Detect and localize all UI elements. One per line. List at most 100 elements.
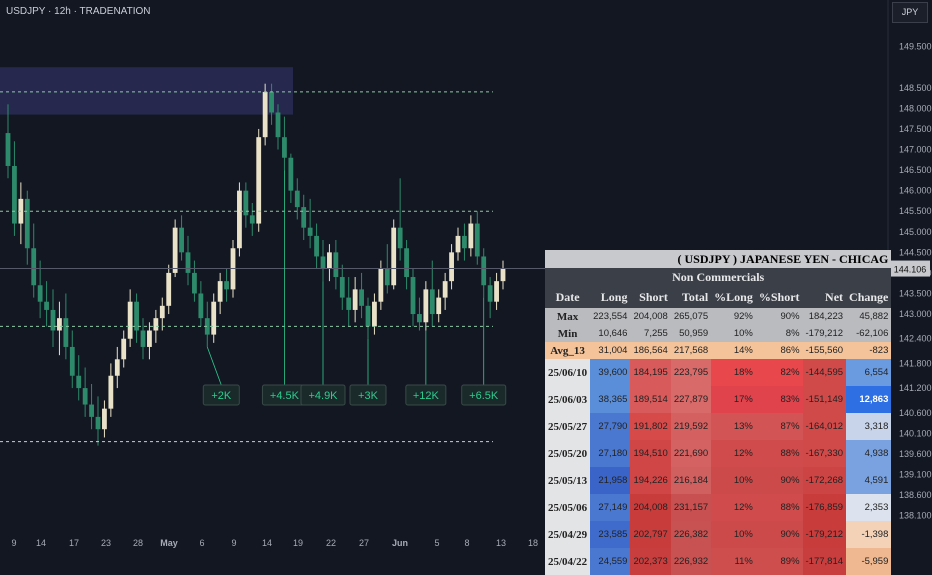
stat-cell: 90% bbox=[755, 308, 803, 325]
x-tick-label: Jun bbox=[392, 538, 408, 548]
candle-body bbox=[494, 281, 499, 302]
candle-body bbox=[468, 223, 474, 249]
candle-body bbox=[449, 252, 454, 282]
table-row: 25/05/20 27,180 194,510 221,690 12% 88% -167,3… bbox=[545, 440, 892, 467]
y-tick-label: 138.600 bbox=[899, 490, 932, 500]
table-cell: 231,157 bbox=[670, 494, 712, 521]
y-tick-label: 147.500 bbox=[899, 124, 932, 134]
candle-body bbox=[442, 281, 448, 298]
stat-cell: 10% bbox=[711, 325, 756, 342]
column-header: Change bbox=[846, 286, 892, 308]
column-header: Long bbox=[590, 286, 631, 308]
table-cell: -144,595 bbox=[802, 359, 847, 386]
y-tick-label: 143.500 bbox=[899, 288, 932, 298]
candle-body bbox=[134, 301, 139, 331]
candle-body bbox=[269, 91, 274, 113]
table-cell: 6,554 bbox=[846, 359, 892, 386]
candle-body bbox=[24, 198, 30, 249]
table-cell: 2,353 bbox=[846, 494, 892, 521]
candle-body bbox=[76, 375, 82, 389]
table-row: 25/05/13 21,958 194,226 216,184 10% 90% -172,2… bbox=[545, 467, 892, 494]
candle-body bbox=[275, 112, 281, 138]
x-tick-label: 27 bbox=[359, 538, 369, 548]
table-cell: 27,180 bbox=[590, 440, 631, 467]
candle-body bbox=[121, 338, 127, 360]
table-cell: 4,938 bbox=[846, 440, 892, 467]
table-cell: 11% bbox=[711, 548, 756, 575]
stat-cell: 265,075 bbox=[670, 308, 712, 325]
x-tick-label: 28 bbox=[133, 538, 143, 548]
currency-button[interactable]: JPY bbox=[892, 2, 928, 23]
column-header: %Long bbox=[711, 286, 756, 308]
table-cell: -172,268 bbox=[802, 467, 847, 494]
table-cell: 3,318 bbox=[846, 413, 892, 440]
x-tick-label: 9 bbox=[231, 538, 236, 548]
table-cell: 18% bbox=[711, 359, 756, 386]
candle-body bbox=[391, 227, 397, 286]
candle-body bbox=[63, 318, 69, 347]
stat-cell: -155,560 bbox=[802, 342, 847, 359]
candle-body bbox=[217, 281, 223, 302]
column-header: %Short bbox=[755, 286, 803, 308]
candle-body bbox=[352, 289, 358, 310]
candle-body bbox=[147, 330, 152, 347]
y-tick-label: 142.400 bbox=[899, 334, 932, 344]
x-tick-label: 8 bbox=[464, 538, 469, 548]
table-cell: 221,690 bbox=[670, 440, 712, 467]
table-cell: 23,585 bbox=[590, 521, 631, 548]
stat-cell: -823 bbox=[846, 342, 892, 359]
candle-body bbox=[417, 314, 422, 323]
candle-body bbox=[192, 272, 197, 294]
table-cell: 184,195 bbox=[630, 359, 671, 386]
row-date: 25/04/29 bbox=[545, 521, 591, 548]
stat-cell: 31,004 bbox=[590, 342, 631, 359]
table-cell: 24,559 bbox=[590, 548, 631, 575]
column-header: Total bbox=[670, 286, 712, 308]
y-tick-label: 139.100 bbox=[899, 469, 932, 479]
column-header: Date bbox=[545, 286, 591, 308]
candle-body bbox=[282, 137, 287, 158]
x-tick-label: 14 bbox=[262, 538, 272, 548]
table-title: ( USDJPY ) JAPANESE YEN - CHICAG bbox=[545, 250, 892, 268]
candle-body bbox=[423, 289, 429, 323]
candle-body bbox=[320, 256, 326, 269]
table-cell: 194,510 bbox=[630, 440, 671, 467]
candle-body bbox=[37, 285, 43, 302]
table-cell: 83% bbox=[755, 386, 803, 413]
candle-body bbox=[410, 277, 416, 315]
candle-body bbox=[333, 252, 339, 278]
stat-cell: 10,646 bbox=[590, 325, 631, 342]
candle-body bbox=[114, 359, 120, 376]
candle-body bbox=[359, 289, 364, 306]
y-tick-label: 140.600 bbox=[899, 408, 932, 418]
cot-table: ( USDJPY ) JAPANESE YEN - CHICAG Non Com… bbox=[545, 250, 892, 575]
candle-body bbox=[127, 301, 133, 339]
y-tick-label: 138.100 bbox=[899, 511, 932, 521]
table-cell: 12% bbox=[711, 440, 756, 467]
stat-cell: 184,223 bbox=[802, 308, 847, 325]
candle-body bbox=[89, 404, 94, 417]
table-cell: 87% bbox=[755, 413, 803, 440]
x-tick-label: 13 bbox=[496, 538, 506, 548]
row-date: 25/06/10 bbox=[545, 359, 591, 386]
table-cell: 4,591 bbox=[846, 467, 892, 494]
x-tick-label: 5 bbox=[434, 538, 439, 548]
y-tick-label: 141.200 bbox=[899, 383, 932, 393]
candle-body bbox=[249, 215, 255, 224]
candle-body bbox=[500, 268, 506, 282]
candle-body bbox=[166, 272, 172, 306]
candle-body bbox=[204, 318, 210, 335]
candle-body bbox=[365, 305, 371, 327]
table-cell: 10% bbox=[711, 521, 756, 548]
table-row: 25/05/27 27,790 191,802 219,592 13% 87% -164,0… bbox=[545, 413, 892, 440]
candle-body bbox=[339, 277, 345, 298]
table-column-headers: Date Long Short Total %Long %Short Net Change bbox=[545, 286, 892, 308]
row-date: 25/05/06 bbox=[545, 494, 591, 521]
candle-body bbox=[179, 227, 184, 253]
x-tick-label: 22 bbox=[326, 538, 336, 548]
table-cell: 12% bbox=[711, 494, 756, 521]
table-cell: 88% bbox=[755, 440, 803, 467]
candle-body bbox=[288, 157, 294, 191]
table-cell: 90% bbox=[755, 521, 803, 548]
column-header: Net bbox=[802, 286, 847, 308]
